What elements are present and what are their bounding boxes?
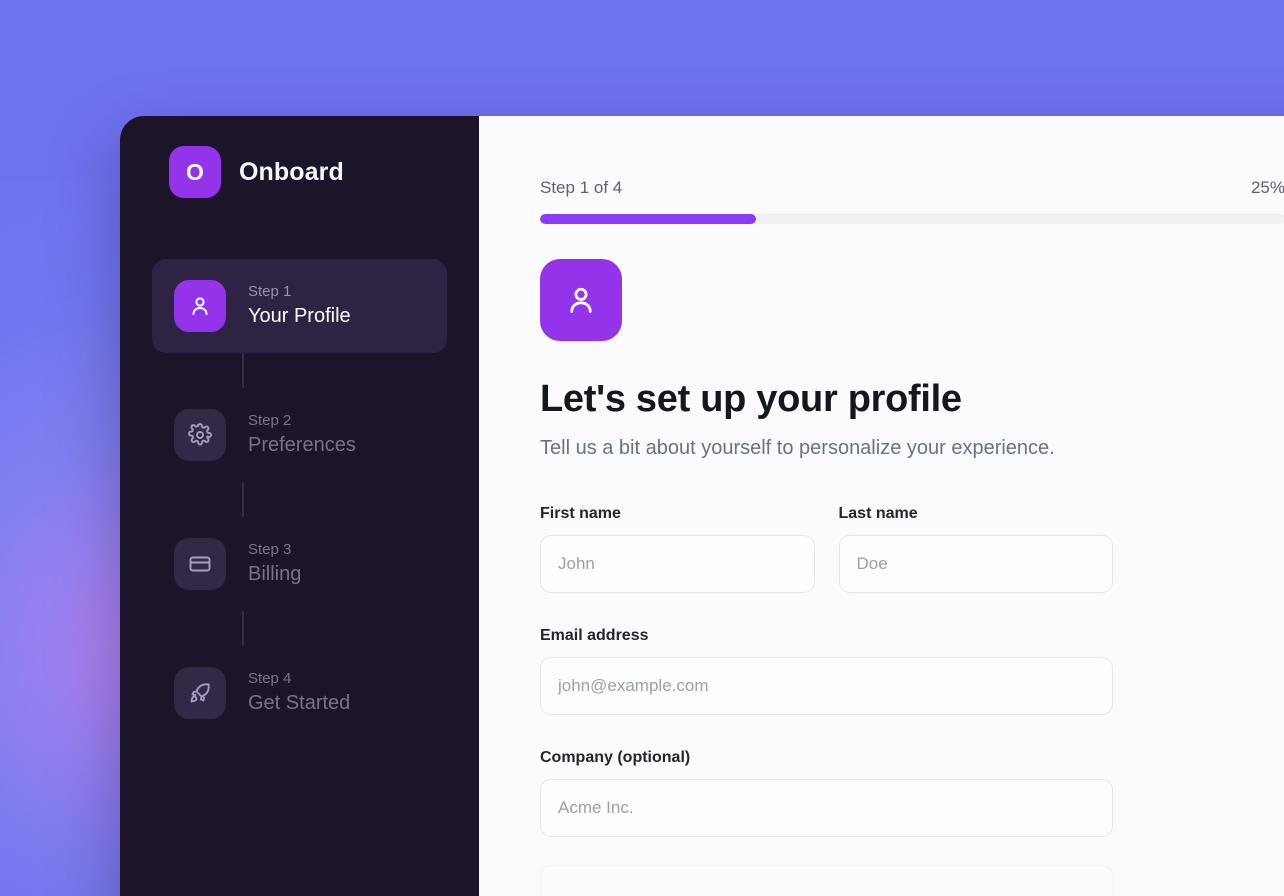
main-content: Step 1 of 4 25% Let's set up your profil… [479, 116, 1284, 896]
app-name: Onboard [239, 157, 344, 186]
company-input[interactable]: Acme Inc. [540, 779, 1113, 837]
name-row: First name John Last name Doe [540, 505, 1113, 593]
gear-icon [174, 409, 226, 461]
last-name-input[interactable]: Doe [838, 535, 1113, 593]
email-field: Email address john@example.com [540, 627, 1113, 715]
step-number: Step 1 [248, 283, 292, 300]
step-title: Billing [248, 563, 302, 585]
app-logo: O [169, 146, 221, 198]
company-label: Company (optional) [540, 749, 691, 766]
app-window: O Onboard Step 1 Your Profile [120, 116, 1284, 896]
step-connector [242, 611, 244, 646]
step-connector [242, 353, 244, 388]
step-connector [242, 482, 244, 517]
sidebar: O Onboard Step 1 Your Profile [120, 116, 479, 896]
step-title: Get Started [248, 692, 351, 714]
email-input[interactable]: john@example.com [540, 657, 1113, 715]
step-title: Your Profile [248, 305, 351, 327]
page-subtitle: Tell us a bit about yourself to personal… [540, 437, 1055, 459]
profile-form: First name John Last name Doe Email addr… [540, 505, 1113, 896]
rocket-icon [174, 667, 226, 719]
first-name-field: First name John [540, 505, 815, 593]
progress-bar-fill [540, 214, 757, 224]
step-number: Step 4 [248, 670, 292, 687]
step-number: Step 3 [248, 541, 292, 558]
progress-bar [540, 214, 1284, 224]
sidebar-step-your-profile[interactable]: Step 1 Your Profile [152, 259, 447, 353]
step-title: Preferences [248, 434, 356, 456]
step-counter-label: Step 1 of 4 [540, 178, 623, 197]
credit-card-icon [174, 538, 226, 590]
email-label: Email address [540, 627, 649, 644]
brand: O Onboard [120, 146, 479, 198]
page-title: Let's set up your profile [540, 378, 962, 420]
progress-percent-label: 25% [1250, 178, 1284, 197]
user-icon [174, 280, 226, 332]
sidebar-step-billing[interactable]: Step 3 Billing [152, 517, 447, 611]
last-name-field: Last name Doe [838, 505, 1113, 593]
step-number: Step 2 [248, 412, 292, 429]
step-nav: Step 1 Your Profile Step 2 Preferences [120, 259, 479, 740]
next-field-partial[interactable] [540, 865, 1113, 896]
first-name-label: First name [540, 505, 621, 522]
first-name-input[interactable]: John [540, 535, 815, 593]
company-field: Company (optional) Acme Inc. [540, 749, 1113, 837]
progress-header: Step 1 of 4 25% [540, 178, 1284, 198]
user-icon [540, 259, 622, 341]
last-name-label: Last name [838, 505, 918, 522]
sidebar-step-get-started[interactable]: Step 4 Get Started [152, 646, 447, 740]
sidebar-step-preferences[interactable]: Step 2 Preferences [152, 388, 447, 482]
